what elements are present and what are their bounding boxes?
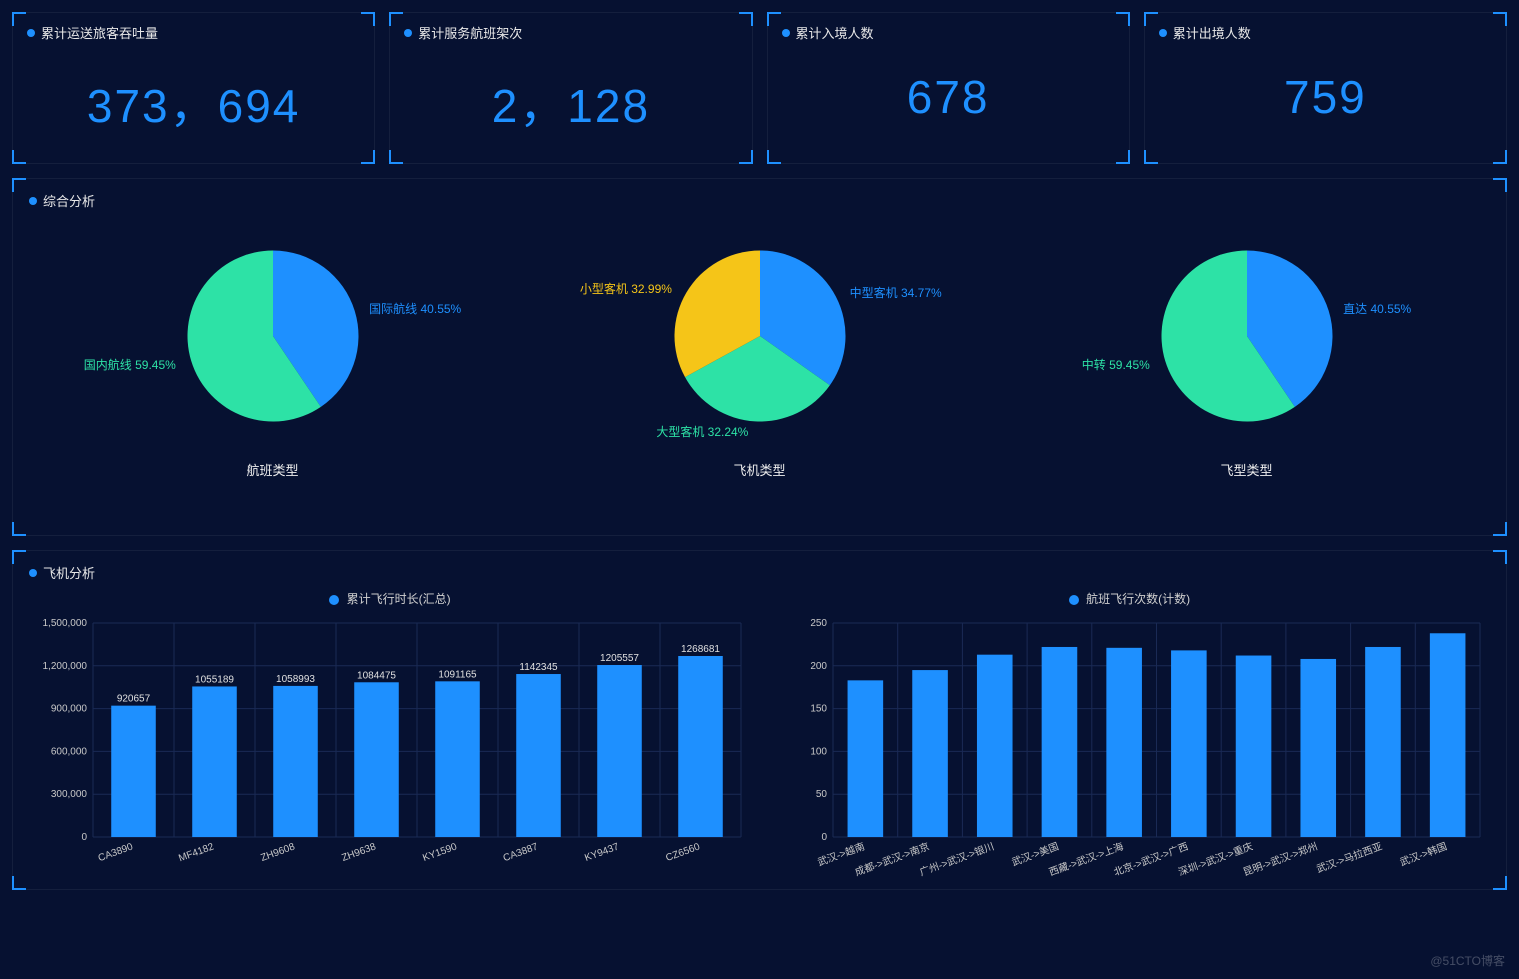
dot-icon [782, 29, 790, 37]
svg-text:广州->武汉->银川: 广州->武汉->银川 [918, 840, 996, 879]
pie-cell: 直达 40.55% 中转 59.45% 飞型类型 [1003, 216, 1490, 516]
chart-legend: 累计飞行时长(汇总) [29, 590, 751, 607]
analysis-panel: 综合分析 国际航线 40.55% 国内航线 59.45% 航班类型 中型客机 34.7… [12, 178, 1507, 536]
svg-text:200: 200 [810, 661, 827, 672]
kpi-value: 759 [1159, 70, 1492, 124]
bar[interactable] [848, 680, 884, 837]
bar[interactable] [111, 706, 156, 837]
svg-text:CA3890: CA3890 [97, 841, 135, 864]
svg-text:300,000: 300,000 [51, 789, 88, 800]
svg-text:武汉->越南: 武汉->越南 [816, 840, 867, 869]
pie-title: 飞机类型 [733, 460, 785, 479]
svg-text:600,000: 600,000 [51, 746, 88, 757]
svg-text:KY1590: KY1590 [421, 841, 459, 864]
svg-text:1205557: 1205557 [600, 653, 639, 664]
svg-text:CZ6560: CZ6560 [664, 841, 702, 864]
svg-text:1268681: 1268681 [681, 644, 720, 655]
kpi-title: 累计入境人数 [796, 23, 874, 42]
kpi-value: 678 [782, 70, 1115, 124]
svg-text:1084475: 1084475 [357, 670, 396, 681]
svg-text:900,000: 900,000 [51, 704, 88, 715]
chart-legend: 航班飞行次数(计数) [769, 590, 1490, 607]
kpi-card-flights: 累计服务航班架次 2，128 [389, 12, 752, 164]
bars-row: 累计飞行时长(汇总) 0 300,000 600,000 900,000 1,200,00… [29, 590, 1490, 870]
panel-title: 综合分析 [43, 191, 95, 210]
svg-text:武汉->马拉西亚: 武汉->马拉西亚 [1315, 840, 1384, 876]
svg-text:ZH9638: ZH9638 [340, 841, 378, 864]
bar-chart-svg: 0 300,000 600,000 900,000 1,200,000 1,500,000… [29, 613, 751, 887]
svg-text:MF4182: MF4182 [177, 841, 216, 864]
svg-text:CA3887: CA3887 [502, 841, 540, 864]
bar[interactable] [678, 656, 723, 837]
svg-text:150: 150 [810, 704, 827, 715]
pie-slice-label: 国际航线 40.55% [369, 300, 461, 317]
bar[interactable] [435, 681, 480, 837]
pie-cell: 国际航线 40.55% 国内航线 59.45% 航班类型 [29, 216, 516, 516]
bar[interactable] [192, 686, 237, 837]
bar[interactable] [273, 686, 318, 837]
pie-title: 航班类型 [246, 460, 298, 479]
pie-slice-label: 国内航线 59.45% [84, 356, 176, 373]
svg-text:1091165: 1091165 [438, 669, 477, 680]
kpi-card-throughput: 累计运送旅客吞吐量 373，694 [12, 12, 375, 164]
bar-chart-count: 航班飞行次数(计数)050100150200250武汉->越南成都->武汉->南… [769, 590, 1490, 870]
pie-slice-label: 直达 40.55% [1343, 300, 1411, 317]
watermark: @51CTO博客 [1430, 952, 1505, 969]
pie-slice-label: 小型客机 32.99% [580, 280, 672, 297]
svg-text:100: 100 [810, 746, 827, 757]
pie-slice-label: 中型客机 34.77% [850, 284, 942, 301]
svg-text:KY9437: KY9437 [583, 841, 621, 864]
dot-icon [404, 29, 412, 37]
bar[interactable] [516, 674, 561, 837]
svg-text:250: 250 [810, 618, 827, 629]
svg-text:武汉->韩国: 武汉->韩国 [1398, 840, 1449, 869]
kpi-title: 累计服务航班架次 [418, 23, 522, 42]
bar[interactable] [354, 682, 399, 837]
bar[interactable] [1300, 659, 1336, 837]
svg-text:0: 0 [81, 832, 87, 843]
dot-icon [29, 569, 37, 577]
svg-text:920657: 920657 [117, 694, 151, 705]
dot-icon [27, 29, 35, 37]
bar[interactable] [1171, 650, 1207, 837]
kpi-value: 2，128 [404, 70, 737, 136]
dot-icon [29, 197, 37, 205]
svg-text:昆明->武汉->郑州: 昆明->武汉->郑州 [1241, 840, 1319, 879]
bar-chart-svg: 050100150200250武汉->越南成都->武汉->南京广州->武汉->银… [769, 613, 1490, 887]
bar[interactable] [977, 655, 1013, 837]
svg-text:1,500,000: 1,500,000 [43, 618, 88, 629]
pies-row: 国际航线 40.55% 国内航线 59.45% 航班类型 中型客机 34.77% 大型客… [29, 216, 1490, 516]
bar-chart-duration: 累计飞行时长(汇总) 0 300,000 600,000 900,000 1,200,00… [29, 590, 751, 870]
bar[interactable] [1430, 633, 1466, 837]
bar[interactable] [1106, 648, 1142, 837]
dot-icon [1159, 29, 1167, 37]
panel-title: 飞机分析 [43, 563, 95, 582]
svg-text:ZH9608: ZH9608 [259, 841, 297, 864]
flight-panel: 飞机分析 累计飞行时长(汇总) 0 300,000 600,000 900,000 1,2… [12, 550, 1507, 890]
bar[interactable] [1365, 647, 1401, 837]
bar[interactable] [597, 665, 642, 837]
svg-text:1058993: 1058993 [276, 674, 315, 685]
pie-slice-label: 中转 59.45% [1082, 356, 1150, 373]
svg-text:0: 0 [821, 832, 827, 843]
bar[interactable] [1042, 647, 1078, 837]
kpi-title: 累计出境人数 [1173, 23, 1251, 42]
kpi-row: 累计运送旅客吞吐量 373，694 累计服务航班架次 2，128 累计入境人数 … [12, 12, 1507, 164]
bar[interactable] [912, 670, 948, 837]
kpi-title: 累计运送旅客吞吐量 [41, 23, 158, 42]
svg-text:50: 50 [816, 789, 828, 800]
pie-title: 飞型类型 [1220, 460, 1272, 479]
svg-text:1,200,000: 1,200,000 [43, 661, 88, 672]
pie-cell: 中型客机 34.77% 大型客机 32.24% 小型客机 32.99% 飞机类型 [516, 216, 1003, 516]
svg-text:1055189: 1055189 [195, 674, 234, 685]
bar[interactable] [1236, 656, 1272, 837]
svg-text:1142345: 1142345 [519, 662, 558, 673]
kpi-value: 373，694 [27, 70, 360, 136]
pie-slice-label: 大型客机 32.24% [656, 423, 748, 440]
kpi-card-outbound: 累计出境人数 759 [1144, 12, 1507, 164]
kpi-card-inbound: 累计入境人数 678 [767, 12, 1130, 164]
svg-text:武汉->美国: 武汉->美国 [1010, 840, 1061, 869]
